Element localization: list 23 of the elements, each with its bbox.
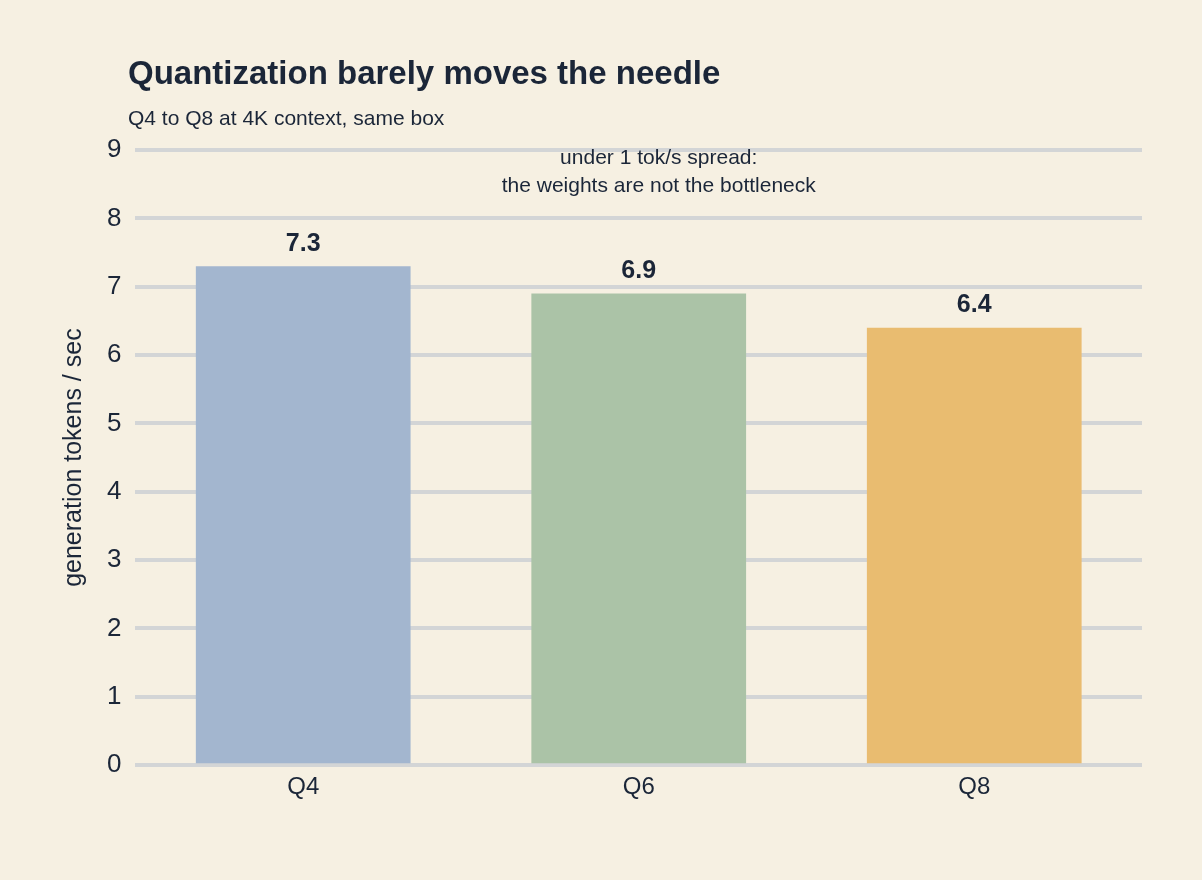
y-tick-label: 6 <box>106 338 122 369</box>
y-tick-label: 3 <box>106 543 122 574</box>
y-tick-label: 9 <box>106 133 122 164</box>
y-tick-label: 2 <box>106 611 122 642</box>
bar <box>531 293 747 764</box>
data-label: 7.3 <box>285 227 321 256</box>
data-label: 6.9 <box>621 254 657 283</box>
chart-title: Quantization barely moves the needle <box>128 54 721 92</box>
bar <box>866 327 1082 764</box>
y-tick-label: 7 <box>106 269 122 300</box>
y-tick-label: 0 <box>106 748 122 779</box>
x-tick-label: Q8 <box>958 772 991 800</box>
chart-subtitle: Q4 to Q8 at 4K context, same box <box>128 106 445 130</box>
y-tick-label: 4 <box>106 474 122 505</box>
x-tick-label: Q4 <box>287 772 320 800</box>
annotation: under 1 tok/s spread: the weights are not the bottleneck <box>501 144 817 196</box>
x-tick-label: Q6 <box>622 772 655 800</box>
bar <box>195 266 411 764</box>
data-label: 6.4 <box>956 289 992 318</box>
y-axis-title: generation tokens / sec <box>57 328 86 587</box>
y-tick-label: 1 <box>106 680 122 711</box>
y-tick-label: 5 <box>106 406 122 437</box>
y-tick-label: 8 <box>106 201 122 232</box>
